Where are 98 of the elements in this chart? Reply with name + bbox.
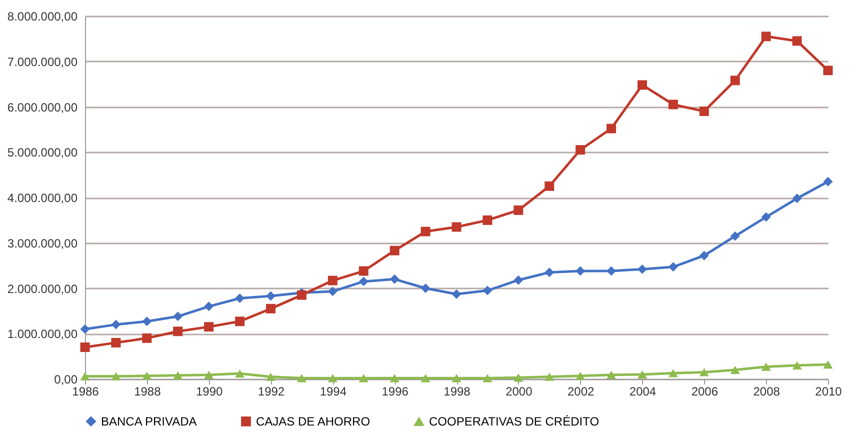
point [761, 362, 771, 371]
point [204, 322, 214, 332]
point [638, 264, 647, 274]
point [792, 194, 802, 204]
point [792, 361, 802, 370]
point [173, 326, 183, 336]
point [358, 374, 368, 382]
point [296, 374, 306, 382]
point [576, 266, 586, 276]
point [544, 268, 554, 278]
y-tick-label: 1.000.000,00 [7, 327, 78, 342]
point [111, 372, 121, 380]
point [80, 342, 90, 352]
point [823, 360, 833, 369]
point [576, 145, 586, 155]
point [328, 374, 338, 382]
point [420, 226, 430, 236]
point [452, 222, 462, 232]
point [576, 372, 586, 380]
y-tick-label: 2.000.000,00 [7, 282, 78, 296]
point [142, 316, 152, 326]
x-tick-label: 1994 [320, 384, 347, 398]
point [638, 370, 647, 379]
x-tick-label: 1988 [134, 384, 162, 398]
point [266, 372, 276, 381]
x-tick-label: 1996 [382, 384, 409, 398]
point [544, 372, 554, 381]
point [544, 181, 554, 191]
point [235, 369, 245, 378]
point [358, 276, 368, 286]
x-tick-label: 2010 [815, 384, 842, 398]
point [699, 106, 709, 116]
point [420, 374, 430, 382]
point [235, 293, 245, 303]
point [452, 374, 462, 382]
point [699, 250, 709, 260]
point [80, 372, 90, 380]
point [204, 370, 214, 380]
point [668, 100, 678, 110]
legend-label: BANCA PRIVADA [101, 414, 197, 428]
point [699, 368, 709, 376]
y-tick-label: 0,00 [54, 372, 78, 386]
x-tick-label: 2006 [691, 384, 718, 398]
point [668, 368, 678, 378]
point [111, 338, 121, 348]
point [173, 312, 183, 322]
x-tick-label: 1990 [196, 384, 224, 398]
point [390, 246, 400, 256]
point [235, 316, 245, 326]
point [328, 286, 338, 296]
point [204, 302, 214, 312]
point [606, 266, 616, 276]
x-tick-label: 1986 [72, 384, 100, 398]
point [823, 176, 833, 186]
point [514, 374, 524, 382]
y-tick-label: 4.000.000,00 [7, 191, 78, 205]
point [266, 291, 276, 301]
point [390, 374, 400, 382]
y-tick-label: 7.000.000,00 [7, 54, 78, 69]
point [142, 333, 152, 343]
point [452, 289, 462, 299]
point [358, 266, 368, 276]
point [420, 284, 430, 293]
point [792, 36, 802, 46]
point [482, 215, 492, 225]
point [111, 320, 121, 330]
point [606, 370, 616, 380]
legend-label: CAJAS DE AHORRO [256, 414, 370, 428]
y-tick-label: 6.000.000,00 [7, 100, 78, 114]
point [606, 124, 616, 134]
point [730, 366, 740, 374]
point [514, 205, 524, 215]
point [761, 212, 771, 222]
x-tick-label: 2008 [753, 384, 780, 398]
x-tick-label: 2002 [567, 384, 595, 398]
y-tick-label: 8.000.000,00 [7, 10, 78, 24]
point [668, 262, 678, 272]
point [142, 372, 152, 380]
point [390, 274, 400, 284]
x-tick-label: 2004 [629, 384, 656, 398]
point [730, 231, 740, 241]
point [514, 275, 524, 285]
point [730, 76, 740, 86]
y-tick-label: 5.000.000,00 [7, 146, 78, 160]
x-tick-label: 1998 [444, 384, 471, 398]
point [328, 276, 338, 286]
point [638, 80, 647, 90]
x-tick-label: 1992 [258, 384, 285, 398]
point [80, 324, 90, 334]
point [761, 32, 771, 42]
legend-label: COOPERATIVAS DE CRÉDITO [429, 414, 600, 429]
y-tick-label: 3.000.000,00 [7, 236, 78, 250]
point [173, 371, 183, 380]
point [266, 304, 276, 314]
point [482, 374, 492, 382]
point [823, 66, 833, 76]
point [482, 286, 492, 296]
x-tick-label: 2000 [506, 384, 533, 398]
